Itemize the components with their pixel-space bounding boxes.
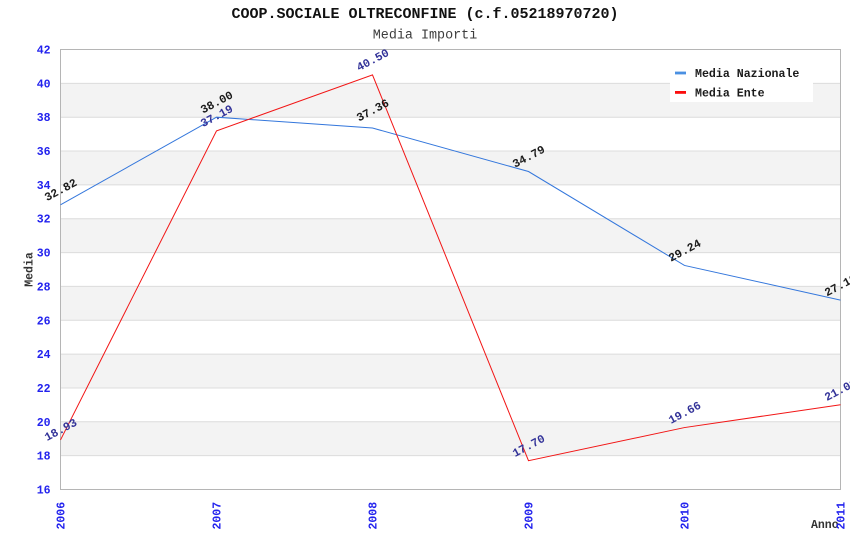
svg-text:Media Importi: Media Importi bbox=[373, 29, 477, 44]
svg-text:34: 34 bbox=[37, 180, 51, 193]
svg-text:2011: 2011 bbox=[836, 502, 849, 530]
svg-text:COOP.SOCIALE OLTRECONFINE (c.f: COOP.SOCIALE OLTRECONFINE (c.f.052189707… bbox=[231, 6, 618, 23]
svg-text:16: 16 bbox=[37, 485, 51, 498]
svg-text:Media: Media bbox=[24, 252, 37, 287]
svg-text:2008: 2008 bbox=[368, 502, 381, 530]
svg-text:38: 38 bbox=[37, 112, 51, 125]
svg-text:28: 28 bbox=[37, 281, 51, 294]
svg-text:20: 20 bbox=[37, 417, 51, 430]
svg-text:22: 22 bbox=[37, 383, 51, 396]
svg-text:2006: 2006 bbox=[56, 502, 69, 530]
svg-text:32: 32 bbox=[37, 214, 51, 227]
svg-text:Anno: Anno bbox=[811, 519, 839, 532]
svg-text:2010: 2010 bbox=[680, 502, 693, 530]
svg-text:Media Nazionale: Media Nazionale bbox=[695, 68, 799, 81]
svg-text:26: 26 bbox=[37, 315, 51, 328]
svg-text:24: 24 bbox=[37, 349, 51, 362]
svg-text:36: 36 bbox=[37, 146, 51, 159]
svg-text:30: 30 bbox=[37, 248, 51, 261]
svg-text:40: 40 bbox=[37, 78, 51, 91]
svg-text:2007: 2007 bbox=[212, 502, 225, 530]
svg-text:Media Ente: Media Ente bbox=[695, 88, 765, 101]
svg-text:42: 42 bbox=[37, 45, 51, 58]
svg-text:18: 18 bbox=[37, 451, 51, 464]
svg-text:2009: 2009 bbox=[524, 502, 537, 530]
